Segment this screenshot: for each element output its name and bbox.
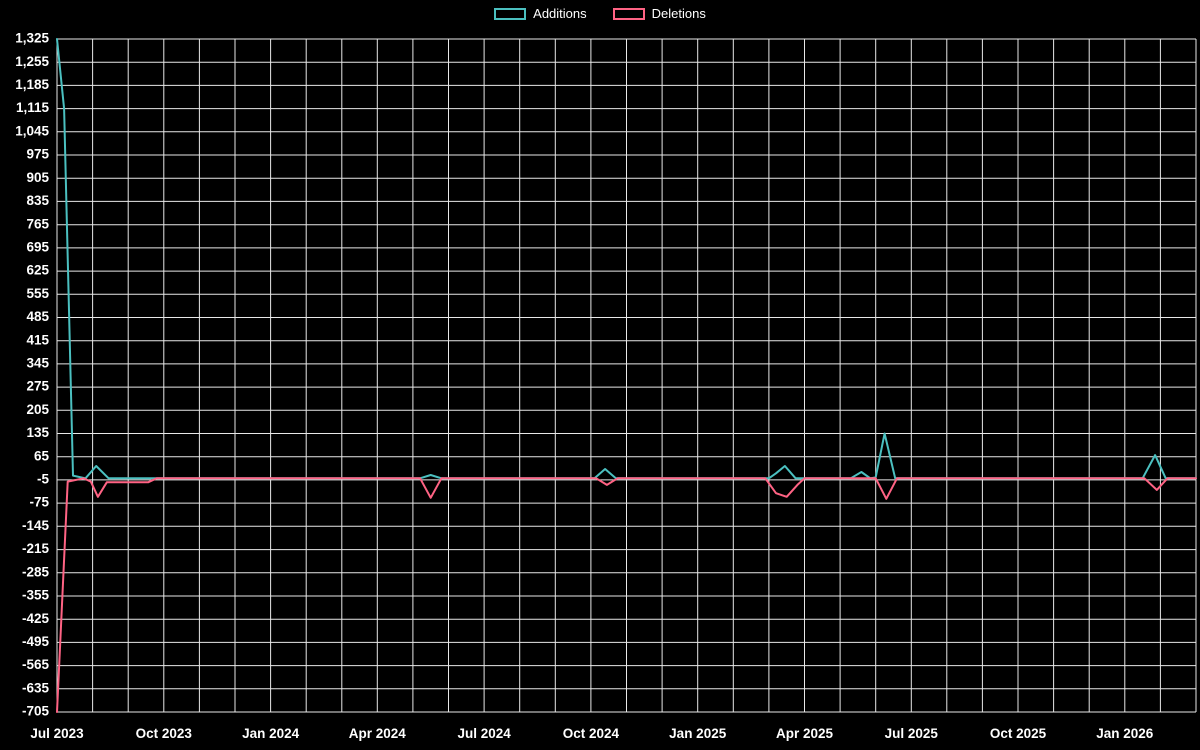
y-tick-label: 555 xyxy=(26,286,49,301)
x-tick-label: Oct 2025 xyxy=(990,726,1047,741)
x-tick-label: Jan 2024 xyxy=(242,726,300,741)
x-tick-label: Oct 2024 xyxy=(563,726,620,741)
y-tick-label: 1,325 xyxy=(15,31,49,46)
y-tick-label: 835 xyxy=(26,193,49,208)
y-tick-label: -355 xyxy=(22,588,50,603)
y-tick-label: -5 xyxy=(37,471,49,486)
legend-label-deletions: Deletions xyxy=(651,6,706,21)
y-tick-label: 1,255 xyxy=(15,54,49,69)
y-tick-label: -635 xyxy=(22,680,50,695)
y-tick-label: 345 xyxy=(26,355,49,370)
series-line-deletions xyxy=(56,477,1197,713)
additions-swatch xyxy=(494,7,527,20)
y-tick-label: 135 xyxy=(26,425,49,440)
y-tick-label: -425 xyxy=(22,611,50,626)
series-line-additions xyxy=(56,38,1197,480)
y-tick-label: 1,115 xyxy=(16,100,50,115)
x-tick-label: Oct 2023 xyxy=(136,726,193,741)
x-tick-label: Jul 2024 xyxy=(457,726,511,741)
y-tick-label: 695 xyxy=(26,239,49,254)
y-tick-label: 765 xyxy=(26,216,49,231)
y-tick-label: 275 xyxy=(26,379,49,394)
x-tick-label: Apr 2025 xyxy=(776,726,834,741)
legend-item-additions[interactable]: Additions xyxy=(494,6,587,21)
legend-item-deletions[interactable]: Deletions xyxy=(612,6,706,21)
y-tick-label: 415 xyxy=(26,332,49,347)
x-tick-label: Jan 2026 xyxy=(1096,726,1154,741)
y-tick-label: 1,185 xyxy=(15,77,49,92)
legend-label-additions: Additions xyxy=(533,6,587,21)
y-tick-label: -495 xyxy=(22,634,50,649)
y-tick-label: -215 xyxy=(22,541,50,556)
y-tick-label: 65 xyxy=(34,448,50,463)
chart-legend: Additions Deletions xyxy=(0,6,1200,21)
y-tick-label: -145 xyxy=(22,518,50,533)
y-tick-label: 1,045 xyxy=(15,123,49,138)
x-tick-label: Apr 2024 xyxy=(349,726,407,741)
deletions-swatch xyxy=(612,7,645,20)
y-tick-label: 625 xyxy=(26,263,49,278)
y-tick-label: 905 xyxy=(26,170,49,185)
y-tick-label: -705 xyxy=(22,704,50,719)
y-tick-label: 485 xyxy=(26,309,49,324)
y-tick-label: -75 xyxy=(29,495,49,510)
x-tick-label: Jul 2023 xyxy=(30,726,84,741)
x-tick-label: Jan 2025 xyxy=(669,726,727,741)
y-tick-label: -565 xyxy=(22,657,50,672)
y-tick-label: 205 xyxy=(26,402,49,417)
y-tick-label: -285 xyxy=(22,564,50,579)
x-tick-label: Jul 2025 xyxy=(885,726,939,741)
y-tick-label: 975 xyxy=(26,147,49,162)
